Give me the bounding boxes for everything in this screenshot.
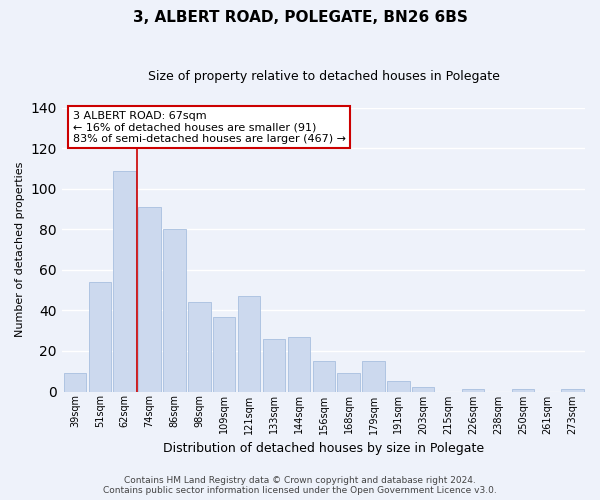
- Bar: [238, 296, 260, 392]
- Bar: [64, 374, 86, 392]
- Bar: [113, 170, 136, 392]
- Text: Contains HM Land Registry data © Crown copyright and database right 2024.
Contai: Contains HM Land Registry data © Crown c…: [103, 476, 497, 495]
- Bar: [387, 382, 410, 392]
- Bar: [562, 390, 584, 392]
- Bar: [287, 337, 310, 392]
- Bar: [89, 282, 111, 392]
- Text: 3, ALBERT ROAD, POLEGATE, BN26 6BS: 3, ALBERT ROAD, POLEGATE, BN26 6BS: [133, 10, 467, 25]
- Bar: [362, 361, 385, 392]
- Bar: [313, 361, 335, 392]
- Bar: [263, 339, 285, 392]
- Text: 3 ALBERT ROAD: 67sqm
← 16% of detached houses are smaller (91)
83% of semi-detac: 3 ALBERT ROAD: 67sqm ← 16% of detached h…: [73, 110, 346, 144]
- Bar: [462, 390, 484, 392]
- Bar: [163, 230, 185, 392]
- Bar: [337, 374, 360, 392]
- Bar: [512, 390, 534, 392]
- Title: Size of property relative to detached houses in Polegate: Size of property relative to detached ho…: [148, 70, 500, 83]
- Bar: [188, 302, 211, 392]
- Y-axis label: Number of detached properties: Number of detached properties: [15, 162, 25, 338]
- X-axis label: Distribution of detached houses by size in Polegate: Distribution of detached houses by size …: [163, 442, 484, 455]
- Bar: [139, 207, 161, 392]
- Bar: [213, 316, 235, 392]
- Bar: [412, 388, 434, 392]
